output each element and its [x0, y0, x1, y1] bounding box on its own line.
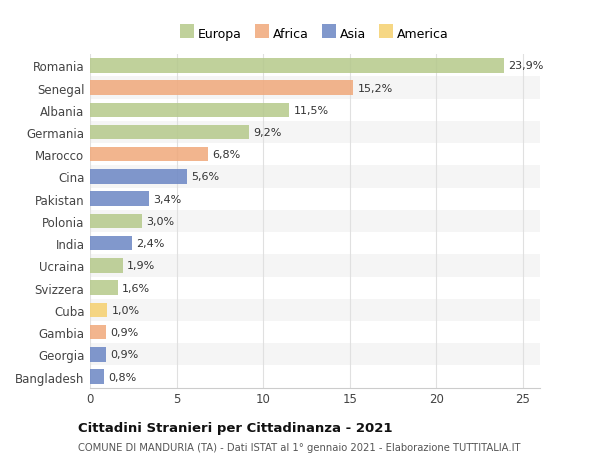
- Bar: [90, 166, 540, 188]
- Text: 0,8%: 0,8%: [108, 372, 136, 382]
- Text: 0,9%: 0,9%: [110, 327, 138, 337]
- Bar: [90, 281, 118, 295]
- Text: 1,6%: 1,6%: [122, 283, 150, 293]
- Text: 15,2%: 15,2%: [358, 84, 392, 93]
- Text: 5,6%: 5,6%: [191, 172, 220, 182]
- Bar: [90, 236, 131, 251]
- Bar: [90, 233, 540, 255]
- Text: 0,9%: 0,9%: [110, 350, 138, 359]
- Text: 11,5%: 11,5%: [293, 106, 328, 116]
- Bar: [90, 347, 106, 362]
- Text: 6,8%: 6,8%: [212, 150, 240, 160]
- Bar: [90, 188, 540, 210]
- Bar: [90, 214, 142, 229]
- Bar: [90, 299, 540, 321]
- Text: 23,9%: 23,9%: [508, 61, 544, 71]
- Bar: [90, 144, 540, 166]
- Bar: [90, 277, 540, 299]
- Bar: [90, 210, 540, 233]
- Bar: [90, 369, 104, 384]
- Text: 1,9%: 1,9%: [127, 261, 155, 271]
- Bar: [90, 343, 540, 366]
- Text: 3,0%: 3,0%: [146, 217, 175, 226]
- Bar: [90, 148, 208, 162]
- Bar: [90, 325, 106, 340]
- Bar: [90, 303, 107, 318]
- Bar: [90, 366, 540, 388]
- Bar: [90, 170, 187, 185]
- Text: Cittadini Stranieri per Cittadinanza - 2021: Cittadini Stranieri per Cittadinanza - 2…: [78, 421, 392, 434]
- Bar: [90, 258, 123, 273]
- Bar: [90, 125, 249, 140]
- Text: 1,0%: 1,0%: [112, 305, 140, 315]
- Bar: [90, 255, 540, 277]
- Legend: Europa, Africa, Asia, America: Europa, Africa, Asia, America: [181, 28, 449, 41]
- Bar: [90, 122, 540, 144]
- Bar: [90, 321, 540, 343]
- Bar: [90, 103, 289, 118]
- Text: 9,2%: 9,2%: [254, 128, 282, 138]
- Bar: [90, 192, 149, 207]
- Text: COMUNE DI MANDURIA (TA) - Dati ISTAT al 1° gennaio 2021 - Elaborazione TUTTITALI: COMUNE DI MANDURIA (TA) - Dati ISTAT al …: [78, 442, 521, 452]
- Bar: [90, 81, 353, 95]
- Text: 2,4%: 2,4%: [136, 239, 164, 249]
- Bar: [90, 77, 540, 100]
- Text: 3,4%: 3,4%: [153, 194, 181, 204]
- Bar: [90, 100, 540, 122]
- Bar: [90, 55, 540, 77]
- Bar: [90, 59, 503, 73]
